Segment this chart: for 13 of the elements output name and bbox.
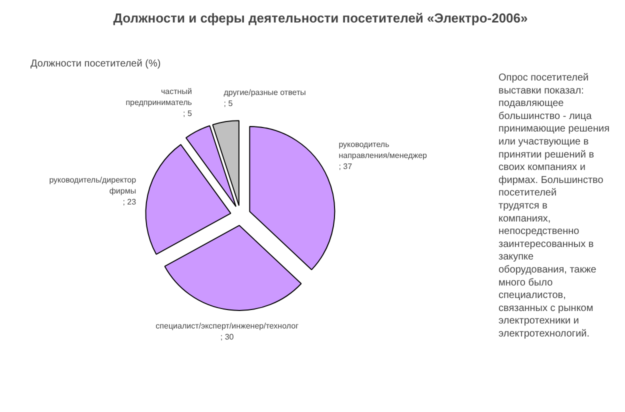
slice-label: руководитель направления/менеджер <box>338 140 428 160</box>
slice-label: другие/разные ответы <box>224 88 306 97</box>
slice-label: частный предприниматель <box>126 87 192 107</box>
chart-title: Должности и сферы деятельности посетителей «Электро-2006» <box>113 10 528 26</box>
data-label: ; 30 <box>220 332 234 342</box>
data-label: ; 37 <box>338 162 353 172</box>
data-label: ; 23 <box>122 198 137 207</box>
chart-subtitle: Должности посетителей (%) <box>30 58 161 70</box>
slice-label: специалист/эксперт/инженер/технолог <box>156 322 299 331</box>
data-label: ; 5 <box>224 98 234 108</box>
slice-label: руководитель/директор фирмы <box>49 176 137 196</box>
data-label: ; 5 <box>183 109 192 118</box>
text: Опрос посетителей выставки показал: подавляющее большинство - лица принимающие решения или участвующие в принятии решений в своих компаниях и фирмах. Большинство посетителей трудятся в компаниях, непосредственно заинтересованных в закупке оборудования, также много было специалистов, связанных с рынком электротехники и электротехнологий. <box>498 72 610 340</box>
